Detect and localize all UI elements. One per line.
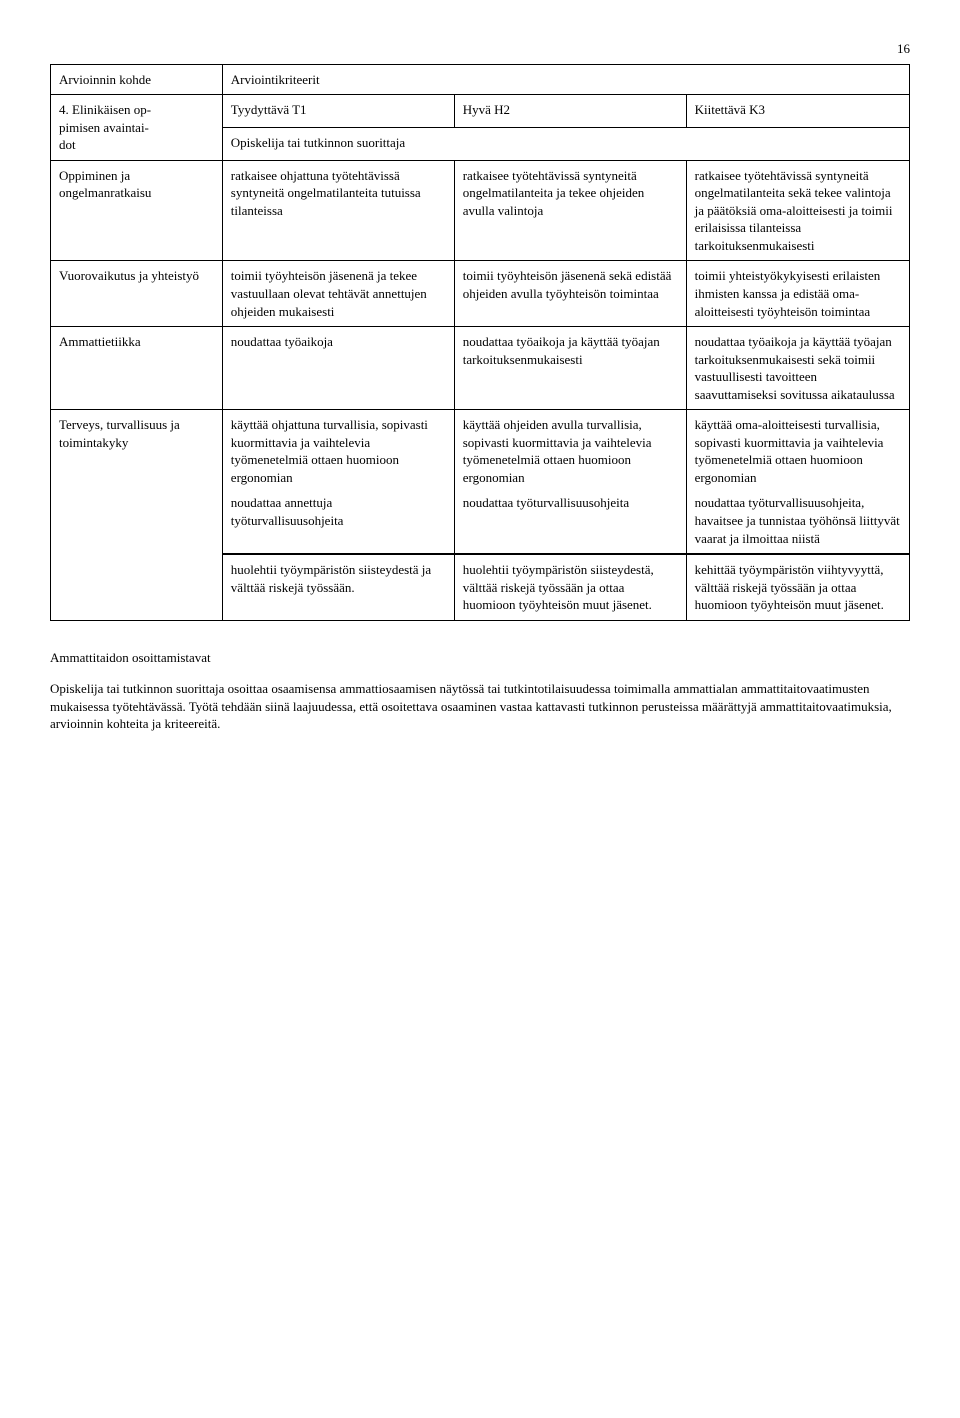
cell-h2: toimii työyhteisön jäsenenä sekä edistää… [454,261,686,327]
level-t1: Tyydyttävä T1 [222,95,454,128]
header-col0: Arvioinnin kohde [51,64,223,95]
level-h2: Hyvä H2 [454,95,686,128]
cell-t1: noudattaa työaikoja [222,327,454,410]
cell-h2: huolehtii työympäristön siisteydestä, vä… [454,555,686,621]
after-section: Ammattitaidon osoittamistavat Opiskelija… [50,649,910,733]
cell-k3: noudattaa työaikoja ja käyttää työajan t… [686,327,909,410]
row-label: Ammattietiikka [51,327,223,410]
after-body: Opiskelija tai tutkinnon suorittaja osoi… [50,680,910,733]
table-row-multi: Terveys, turvallisuus ja toimintakyky kä… [51,410,910,554]
cell-t1: ratkaisee ohjattuna työtehtävissä syntyn… [222,160,454,261]
cell-text: noudattaa työturvallisuusohjeita [463,494,678,512]
cell-k3: käyttää oma-aloitteisesti turvallisia, s… [686,410,909,554]
cell-t1: käyttää ohjattuna turvallisia, sopivasti… [222,410,454,554]
page-number: 16 [50,40,910,58]
row-label: Oppiminen ja ongelmanratkaisu [51,160,223,261]
cell-h2: noudattaa työaikoja ja käyttää työajan t… [454,327,686,410]
row2-label-line3: dot [59,137,76,152]
cell-t1: toimii työyhteisön jäsenenä ja tekee vas… [222,261,454,327]
cell-k3: kehittää työympäristön viihtyvyyttä, väl… [686,555,909,621]
after-heading: Ammattitaidon osoittamistavat [50,649,910,667]
cell-text: käyttää oma-aloitteisesti turvallisia, s… [695,416,901,486]
row2-label-line1: 4. Elinikäisen op- [59,102,151,117]
table-row: Ammattietiikka noudattaa työaikoja nouda… [51,327,910,410]
row2-label-line2: pimisen avaintai- [59,120,149,135]
table-header-row: Arvioinnin kohde Arviointikriteerit [51,64,910,95]
cell-k3: ratkaisee työtehtävissä syntyneitä ongel… [686,160,909,261]
cell-h2: käyttää ohjeiden avulla turvallisia, sop… [454,410,686,554]
row-label: Vuorovaikutus ja yhteistyö [51,261,223,327]
grading-levels-row: 4. Elinikäisen op- pimisen avaintai- dot… [51,95,910,128]
header-col1-3: Arviointikriteerit [222,64,909,95]
table-row: Vuorovaikutus ja yhteistyö toimii työyht… [51,261,910,327]
row-label: Terveys, turvallisuus ja toimintakyky [51,410,223,620]
table-row: Oppiminen ja ongelmanratkaisu ratkaisee … [51,160,910,261]
cell-text: käyttää ohjattuna turvallisia, sopivasti… [231,416,446,486]
cell-text: noudattaa työturvallisuusohjeita, havait… [695,494,901,547]
cell-text: noudattaa annettuja työturvallisuusohjei… [231,494,446,529]
cell-k3: toimii yhteistyökykyisesti erilaisten ih… [686,261,909,327]
cell-h2: ratkaisee työtehtävissä syntyneitä ongel… [454,160,686,261]
cell-text: käyttää ohjeiden avulla turvallisia, sop… [463,416,678,486]
sub-header: Opiskelija tai tutkinnon suorittaja [222,127,909,160]
row2-label: 4. Elinikäisen op- pimisen avaintai- dot [51,95,223,161]
criteria-table: Arvioinnin kohde Arviointikriteerit 4. E… [50,64,910,621]
cell-t1: huolehtii työympäristön siisteydestä ja … [222,555,454,621]
level-k3: Kiitettävä K3 [686,95,909,128]
